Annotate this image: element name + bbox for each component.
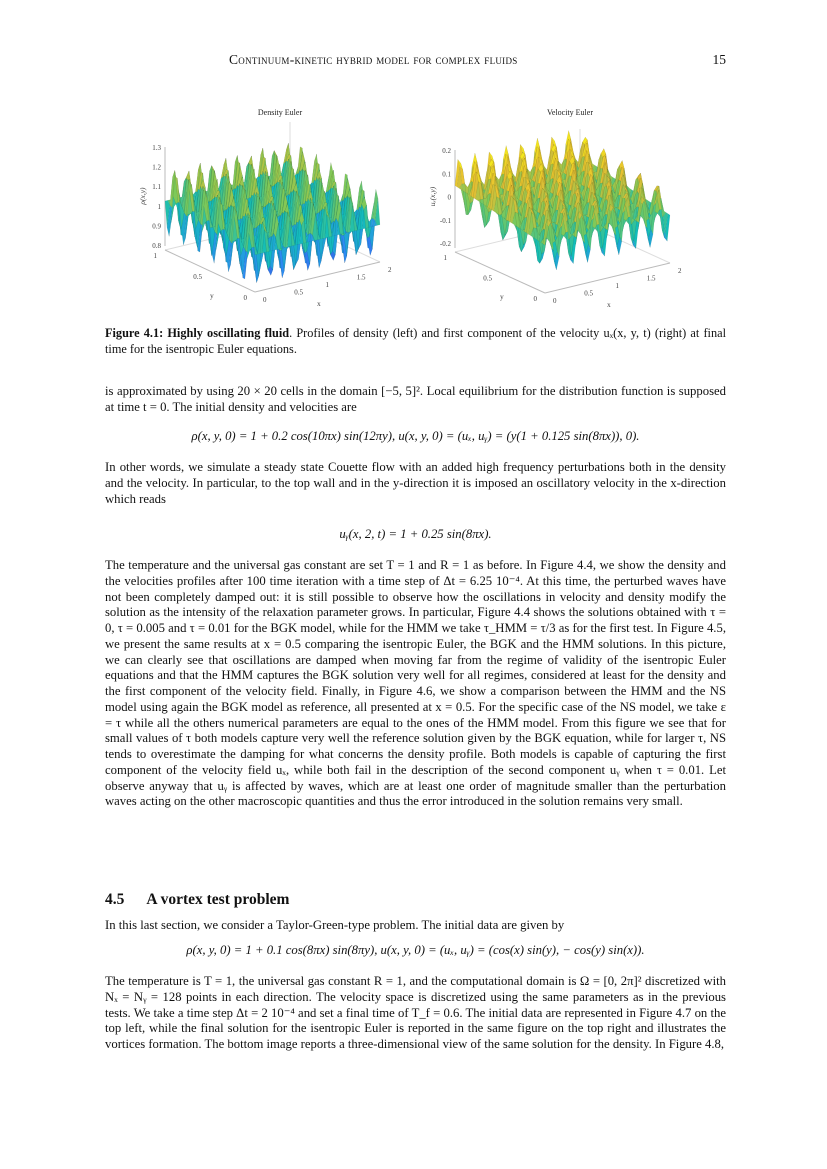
equation: ρ(x, y, 0) = 1 + 0.1 cos(8πx) sin(8πy), … [186, 943, 645, 957]
x-tick-label: 0.5 [294, 289, 303, 297]
y-tick-label: 0.5 [483, 275, 492, 283]
x-tick-label: 0 [263, 296, 267, 304]
surface-patch [319, 190, 325, 213]
section-heading: 4.5 A vortex test problem [105, 891, 289, 909]
surface-patch [312, 213, 318, 241]
x-tick-label: 1 [616, 282, 620, 290]
surface-patch [168, 206, 175, 237]
surface-patch [211, 231, 218, 264]
section-title: A vortex test problem [146, 891, 290, 908]
z-tick-label: 1.3 [152, 144, 161, 152]
paragraph: In this last section, we consider a Tayl… [105, 918, 565, 932]
surface-patch [214, 197, 220, 235]
x-tick-label: 2 [388, 266, 392, 274]
page-number: 15 [712, 52, 727, 67]
y-tick-label: 1 [444, 254, 448, 262]
surface-patch [252, 195, 258, 231]
surface-patch [195, 219, 201, 251]
x-tick-label: 2 [678, 267, 682, 275]
surface-patch [213, 233, 220, 264]
surface-patch [320, 237, 327, 262]
plot-title: Velocity Euler [547, 108, 593, 117]
surface-patch [237, 166, 243, 191]
figure-4-1: 1.3 1.2 1.1 1 0.9 0.8 0 0.5 1 1.5 2 0 0.5 1 x y ρ(x,y) De… [138, 108, 682, 309]
z-tick-label: 0.9 [152, 222, 161, 230]
running-title: Continuum-kinetic hybrid model for compl… [229, 52, 518, 67]
surface-patch [333, 199, 340, 224]
surface-patch [166, 204, 173, 237]
surface-patch [197, 223, 203, 253]
surface-patch [173, 176, 179, 205]
x-axis-label: x [607, 300, 611, 309]
x-tick-label: 1.5 [357, 274, 366, 282]
x-axis [254, 261, 381, 293]
z-tick-label: 0.8 [152, 242, 161, 250]
surface-patch [169, 170, 175, 208]
surface-patch [195, 162, 201, 193]
plot-title: Density Euler [258, 108, 303, 117]
z-axis-label: ρ(x,y) [138, 187, 147, 206]
paragraph: The temperature is T = 1, the universal … [105, 974, 726, 1051]
surface-patch [191, 183, 197, 215]
surface-patch [349, 205, 355, 235]
surface-patch [317, 183, 323, 214]
x-tick-label: 1 [326, 281, 330, 289]
z-tick-label: 1.1 [152, 183, 161, 191]
x-tick-label: 0 [553, 297, 557, 305]
y-tick-label: 1 [154, 252, 158, 260]
y-tick-label: 0 [244, 294, 248, 302]
surface-patch [374, 198, 381, 226]
density-surface-plot: 1.3 1.2 1.1 1 0.9 0.8 0 0.5 1 1.5 2 0 0.5 1 x y ρ(x,y) De… [138, 108, 392, 308]
section-number: 4.5 [105, 891, 125, 908]
figure-caption: Figure 4.1: Highly oscillating fluid. Pr… [105, 326, 726, 357]
surface-patch [369, 225, 375, 250]
surface-patch [335, 222, 341, 255]
surface-patch [355, 244, 362, 255]
z-tick-label: -0.2 [440, 240, 452, 248]
x-tick-label: 1.5 [647, 275, 656, 283]
surface-patch [189, 183, 195, 212]
surface-patch [340, 208, 347, 236]
surface-patch [234, 161, 240, 190]
surface-patch [184, 178, 190, 217]
x-axis-label: x [317, 299, 321, 308]
y-axis-label: y [210, 291, 214, 300]
surface-patch [360, 210, 366, 245]
z-tick-label: -0.1 [440, 217, 452, 225]
z-tick-label: 0 [448, 194, 452, 202]
y-tick-label: 0 [534, 295, 538, 303]
surface-patch [272, 156, 278, 187]
surface-patch [242, 198, 248, 218]
z-axis-label: uₓ(x,y) [428, 186, 437, 206]
z-tick-label: 1 [158, 203, 162, 211]
surface-patch [341, 235, 347, 263]
surface-patch [288, 172, 295, 197]
z-tick-label: 0.1 [442, 170, 451, 178]
velocity-surface-plot: 0.2 0.1 0 -0.1 -0.2 0 0.5 1 1.5 2 0 0.5 1 x y uₓ(x,y) Ve… [428, 108, 682, 309]
surface-patch [356, 180, 362, 210]
y-tick-label: 0.5 [193, 273, 202, 281]
surface-patch [240, 189, 246, 219]
equation: ρ(x, y, 0) = 1 + 0.2 cos(10πx) sin(12πy)… [191, 429, 640, 443]
surface-patch [220, 158, 227, 180]
y-axis [454, 251, 546, 294]
z-tick-label: 0.2 [442, 147, 451, 155]
surface-patch [203, 192, 209, 222]
y-axis-label: y [500, 292, 504, 301]
y-axis [164, 249, 256, 293]
surface-patch [326, 214, 332, 238]
paragraph: is approximated by using 20 × 20 cells i… [105, 384, 726, 414]
z-tick-label: 1.2 [152, 164, 161, 172]
surface-patch [274, 164, 280, 186]
paragraph: The temperature and the universal gas co… [105, 558, 726, 809]
x-tick-label: 0.5 [584, 290, 593, 298]
paragraph: In other words, we simulate a steady sta… [105, 460, 726, 506]
caption-label: Figure 4.1: Highly oscillating fluid [105, 326, 290, 340]
equation: uᵧ(x, 2, t) = 1 + 0.25 sin(8πx). [339, 527, 492, 541]
